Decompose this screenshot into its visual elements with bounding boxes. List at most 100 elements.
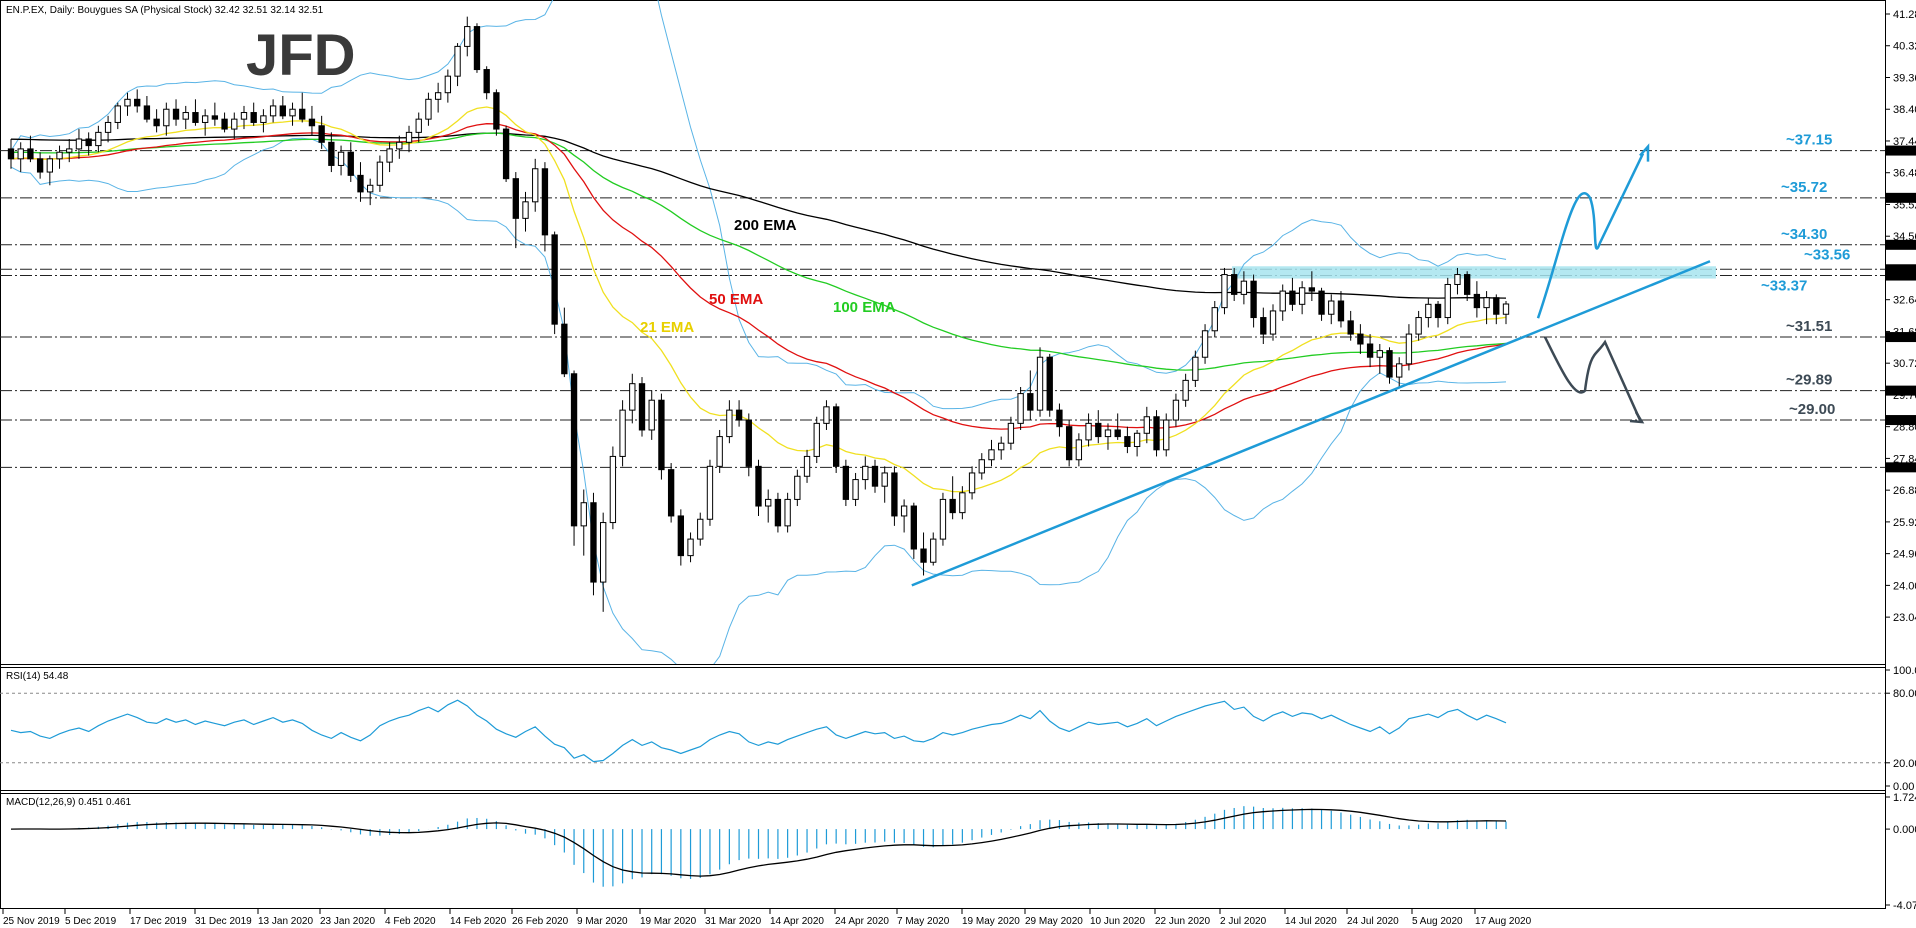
date-tick-label: 10 Jun 2020 [1090, 916, 1145, 927]
candle-up [1425, 303, 1432, 319]
rsi-axis: 100.00 80.00 20.00 0.00 [1885, 665, 1916, 793]
candle-down [36, 158, 44, 173]
candle-up [532, 168, 539, 203]
candle-up [1163, 419, 1170, 451]
price-tag [1886, 462, 1916, 473]
rsi-line [10, 699, 1507, 763]
candle-down [949, 498, 956, 514]
date-tick-label: 31 Mar 2020 [705, 916, 762, 927]
date-tick-label: 14 Jul 2020 [1285, 916, 1337, 927]
candle-down [1095, 422, 1102, 438]
candle-up [648, 399, 655, 431]
price-tag-label: 35.72 [1888, 194, 1913, 205]
candle-down [1153, 416, 1160, 451]
candle-down [1493, 297, 1500, 315]
candle-up [619, 409, 626, 457]
rsi-panel [0, 692, 1885, 764]
bearish-arrowhead [1629, 411, 1645, 424]
rsi-tick-label: 0.00 [1893, 781, 1914, 793]
date-tick-label: 13 Jan 2020 [258, 916, 313, 927]
candle-up [66, 148, 73, 153]
candle-up [182, 112, 189, 120]
candle-up [1192, 356, 1199, 381]
candle-down [667, 469, 675, 517]
candle-up [75, 138, 83, 150]
date-tick-label: 17 Aug 2020 [1475, 916, 1532, 927]
candle-up [1240, 280, 1248, 295]
bollinger-bands [10, 0, 1507, 664]
candle-up [1017, 393, 1024, 424]
candle-up [716, 436, 723, 467]
candle-up [1502, 303, 1510, 315]
candle-down [1065, 426, 1073, 461]
candle-up [823, 406, 830, 424]
candle-up [1211, 307, 1218, 332]
candle-down [735, 409, 743, 421]
price-tick-label: 39.36 [1893, 72, 1916, 84]
candle-up [1279, 290, 1286, 312]
price-tick-label: 23.04 [1893, 612, 1916, 624]
date-tick-label: 23 Jan 2020 [320, 916, 375, 927]
rsi-tick-label: 100.00 [1893, 665, 1916, 677]
candle-up [1172, 399, 1180, 421]
candle-up [852, 479, 859, 500]
price-tick-label: 24.96 [1893, 549, 1916, 561]
candle-down [1231, 274, 1238, 295]
ema100-line [11, 132, 1507, 371]
price-tag-label: 34.30 [1888, 241, 1913, 252]
bullish-scenario-path [1536, 153, 1645, 319]
candle-up [1415, 317, 1422, 335]
bollinger-upper [10, 0, 1507, 410]
candle-up [124, 98, 131, 107]
candle-up [367, 184, 374, 193]
macd-panel [10, 806, 1507, 887]
price-tick-label: 36.48 [1893, 168, 1916, 180]
candle-down [1434, 303, 1442, 319]
candle-up [260, 115, 267, 123]
candle-down [1357, 333, 1364, 345]
candle-down [638, 383, 646, 431]
price-tag-label: 31.51 [1888, 333, 1913, 344]
candle-down [279, 105, 286, 117]
candle-up [1396, 363, 1403, 378]
candle-up [803, 455, 811, 477]
candle-down [1124, 436, 1131, 448]
date-tick-label: 5 Dec 2019 [65, 916, 117, 927]
scenario-arrows [1536, 143, 1650, 424]
macd-tick-label: 0.000 [1893, 824, 1916, 836]
bullish-arrowhead [1639, 143, 1650, 162]
candle-up [240, 112, 248, 120]
candle-down [1366, 343, 1374, 358]
candle-down [1308, 287, 1316, 292]
candle-up [1298, 287, 1306, 305]
candle-up [1104, 429, 1112, 438]
horizontal-levels [0, 150, 1885, 468]
ema200-label: 200 EMA [734, 217, 797, 234]
date-tick-label: 2 Jul 2020 [1220, 916, 1267, 927]
candle-up [978, 459, 985, 474]
price-tag-label: 29.89 [1888, 387, 1913, 398]
candle-up [813, 422, 820, 457]
candle-down [85, 138, 92, 147]
candle-down [570, 373, 578, 527]
candle-up [1036, 356, 1044, 411]
candle-up [900, 505, 908, 517]
date-tick-label: 5 Aug 2020 [1412, 916, 1463, 927]
date-tick-label: 31 Dec 2019 [195, 916, 252, 927]
level-label: ~34.30 [1781, 226, 1827, 243]
price-tick-label: 38.40 [1893, 104, 1916, 116]
candle-down [250, 112, 257, 123]
candle-up [337, 151, 345, 166]
candle-up [289, 108, 296, 117]
price-tags: 37.1535.7234.3033.5633.3731.5129.8929.00… [1886, 145, 1916, 474]
candle-down [561, 323, 568, 375]
price-axis: 41.2840.3239.3638.4037.4436.4835.5234.56… [1885, 9, 1916, 624]
candle-down [1473, 293, 1481, 309]
candle-down [502, 128, 510, 180]
candle-down [1289, 290, 1296, 305]
candle-down [221, 118, 228, 130]
date-tick-label: 29 May 2020 [1025, 916, 1083, 927]
level-labels: ~37.15 ~35.72 ~34.30 ~33.56 ~33.37 ~31.51 ~29.… [1761, 132, 1850, 418]
candle-up [56, 151, 63, 160]
candle-up [46, 158, 54, 173]
